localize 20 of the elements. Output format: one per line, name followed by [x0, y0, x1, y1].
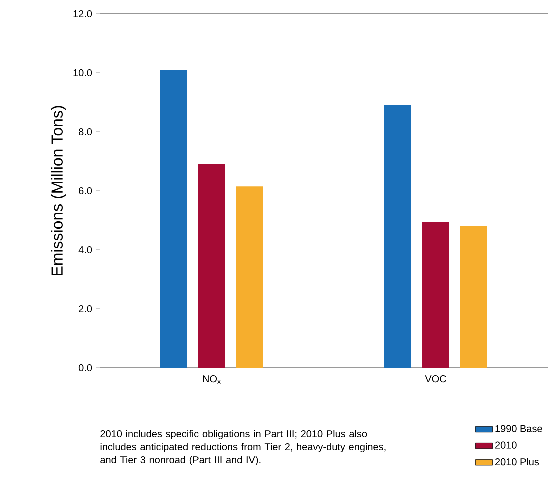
x-tick-label: VOC	[425, 376, 446, 383]
bar	[198, 164, 226, 368]
y-tick-label: 0.0	[78, 364, 92, 372]
text: 2010 includes specific obligations in Part III; 2010 Plus also includes anticipated reductions from Tier 2, heavy-duty engines, and Tier 3 nonroad (Part III and IV).	[100, 430, 386, 466]
bar	[160, 70, 188, 368]
y-tick-label: 12.0	[74, 10, 92, 18]
y-tick-label: 2.0	[79, 305, 92, 313]
bar	[236, 186, 264, 368]
legend-label: 2010	[495, 442, 517, 449]
bar	[422, 222, 450, 368]
y-axis-title: Emissions (Million Tons)	[51, 106, 66, 276]
y-tick-label: 8.0	[79, 128, 92, 136]
x-tick-label: NO$_{x}$	[203, 376, 221, 384]
bar	[460, 226, 488, 368]
y-tick-label: 6.0	[79, 187, 92, 195]
legend-label: 2010 Plus	[495, 458, 540, 466]
y-tick-label: 4.0	[78, 246, 92, 254]
bar	[384, 105, 412, 368]
y-tick-label: 10.0	[74, 69, 92, 77]
legend-label: 1990 Base	[496, 425, 542, 432]
